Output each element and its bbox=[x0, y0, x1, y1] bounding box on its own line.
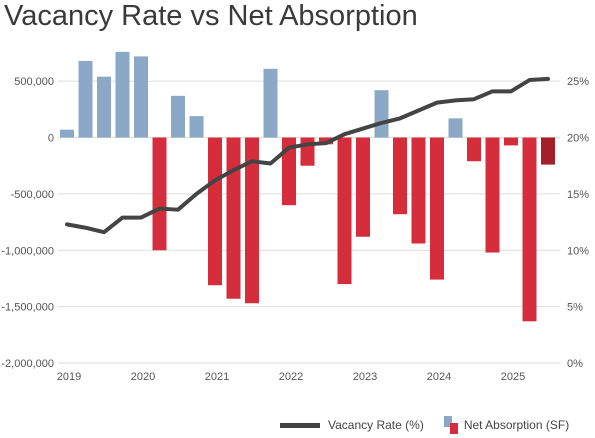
bar bbox=[430, 137, 444, 280]
bar bbox=[541, 137, 555, 165]
legend-line-swatch bbox=[280, 422, 320, 428]
y-left-tick-label: -2,000,000 bbox=[1, 358, 54, 370]
bar bbox=[504, 137, 518, 146]
bar bbox=[319, 137, 333, 145]
bar bbox=[337, 137, 352, 285]
x-tick-label: 2022 bbox=[279, 371, 303, 383]
bar bbox=[393, 137, 407, 215]
bar bbox=[208, 137, 222, 286]
x-tick-label: 2025 bbox=[501, 371, 525, 383]
y-left-tick-label: 0 bbox=[48, 133, 54, 145]
bar bbox=[522, 137, 537, 322]
x-tick-label: 2019 bbox=[57, 371, 81, 383]
y-left-tick-label: -500,000 bbox=[11, 189, 54, 201]
bar bbox=[282, 137, 296, 206]
y-right-tick-label: 5% bbox=[567, 302, 583, 314]
bar bbox=[411, 137, 426, 244]
vacancy-line bbox=[65, 76, 550, 235]
bar bbox=[171, 95, 185, 138]
bar bbox=[356, 137, 370, 237]
bar bbox=[189, 116, 204, 138]
y-right-tick-label: 0% bbox=[567, 358, 583, 370]
y-right-tick-label: 15% bbox=[567, 189, 589, 201]
bar bbox=[263, 68, 278, 138]
x-tick-label: 2023 bbox=[353, 371, 377, 383]
legend-label-vacancy: Vacancy Rate (%) bbox=[328, 418, 424, 432]
bar bbox=[226, 137, 241, 299]
bar bbox=[485, 137, 500, 253]
bar bbox=[115, 51, 130, 138]
bar bbox=[300, 137, 315, 166]
x-tick-label: 2021 bbox=[205, 371, 229, 383]
y-left-tick-label: 500,000 bbox=[14, 76, 54, 88]
bar bbox=[78, 60, 93, 138]
legend: Vacancy Rate (%) Net Absorption (SF) bbox=[280, 416, 569, 434]
bar bbox=[60, 129, 74, 138]
y-left-tick-label: -1,000,000 bbox=[1, 245, 54, 257]
y-left-tick-label: -1,500,000 bbox=[1, 302, 54, 314]
bar bbox=[374, 90, 389, 138]
bar bbox=[97, 76, 111, 138]
bar bbox=[134, 56, 148, 138]
x-tick-label: 2024 bbox=[427, 371, 451, 383]
x-tick-label: 2020 bbox=[131, 371, 155, 383]
y-right-tick-label: 25% bbox=[567, 76, 589, 88]
legend-label-absorption: Net Absorption (SF) bbox=[463, 418, 570, 432]
y-right-tick-label: 20% bbox=[567, 133, 589, 145]
legend-bar-swatch bbox=[443, 416, 458, 434]
bar bbox=[467, 137, 481, 162]
bar bbox=[448, 118, 463, 138]
bar bbox=[152, 137, 167, 251]
y-right-tick-label: 10% bbox=[567, 245, 589, 257]
chart-title: Vacancy Rate vs Net Absorption bbox=[4, 0, 418, 32]
bar bbox=[245, 137, 259, 304]
